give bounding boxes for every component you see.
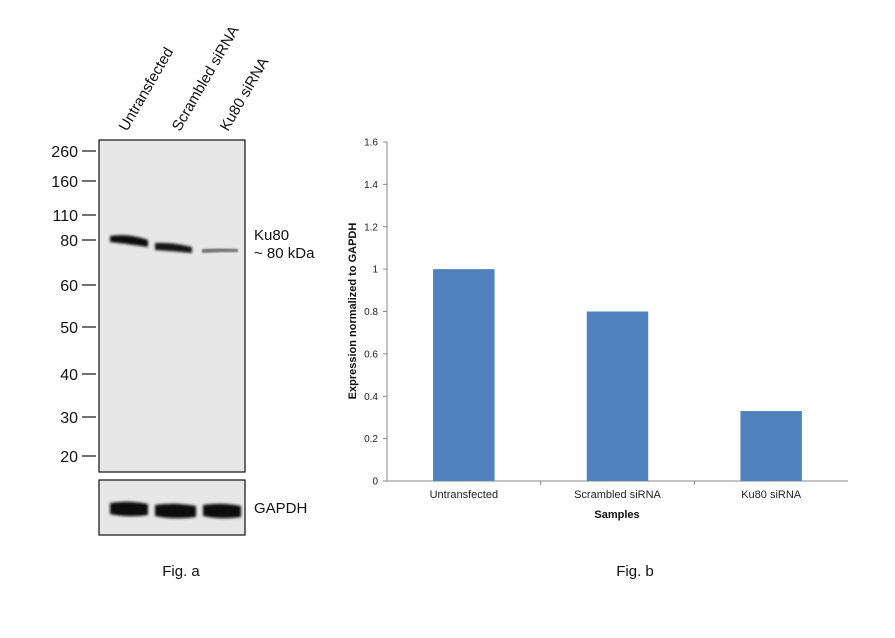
mw-marker-50: 50: [60, 320, 78, 337]
ku80-band-ku80-sirna: [202, 248, 238, 253]
ku80-band-scrambled: [155, 242, 192, 253]
x-category-label: Ku80 siRNA: [741, 489, 802, 501]
bar-scrambled-sirna: [586, 311, 649, 481]
y-tick-label: 0: [372, 477, 378, 488]
mw-marker-160: 160: [51, 174, 78, 191]
y-tick-label: 1.2: [364, 222, 378, 233]
western-blot: Untransfected Scrambled siRNA Ku80 siRNA…: [51, 23, 315, 580]
lane-label-ku80-sirna: Ku80 siRNA: [217, 55, 273, 134]
mw-marker-30: 30: [60, 410, 78, 427]
y-tick-label: 1.4: [364, 180, 378, 191]
y-axis-ticks: 0 0.2 0.4 0.6 0.8 1 1.2 1.4 1.6: [364, 138, 387, 488]
bars: [433, 269, 802, 481]
blot-panel: [98, 139, 246, 473]
fig-a-caption: Fig. a: [162, 563, 200, 580]
y-axis-title: Expression normalized to GAPDH: [347, 223, 359, 400]
y-tick-label: 0.6: [364, 349, 378, 360]
bar-ku80-sirna: [740, 411, 802, 481]
fig-b-caption: Fig. b: [616, 563, 654, 580]
x-category-label: Untransfected: [430, 489, 498, 501]
mw-marker-40: 40: [60, 367, 78, 384]
lane-label-untransfected: Untransfected: [116, 45, 177, 134]
y-tick-label: 0.2: [364, 434, 378, 445]
mw-marker-260: 260: [51, 144, 78, 161]
ku80-label: Ku80: [254, 227, 289, 244]
ku80-size-label: ~ 80 kDa: [254, 245, 315, 262]
x-category-label: Scrambled siRNA: [574, 489, 661, 501]
mw-marker-60: 60: [60, 278, 78, 295]
y-tick-label: 1.6: [364, 138, 378, 149]
y-tick-label: 1: [372, 265, 378, 276]
x-axis-categories: Untransfected Scrambled siRNA Ku80 siRNA: [430, 481, 802, 501]
ku80-band-untransfected: [110, 235, 148, 247]
mw-marker-80: 80: [60, 233, 78, 250]
mw-marker-110: 110: [52, 208, 78, 225]
y-tick-label: 0.8: [364, 307, 378, 318]
gapdh-label: GAPDH: [254, 500, 307, 517]
y-tick-label: 0.4: [364, 392, 378, 403]
x-axis-title: Samples: [594, 509, 639, 521]
gapdh-band-scrambled: [155, 503, 196, 519]
bar-untransfected: [433, 269, 495, 481]
gapdh-band-untransfected: [110, 501, 148, 517]
bar-chart: 0 0.2 0.4 0.6 0.8 1 1.2 1.4 1.6 Untransfected Scr…: [347, 138, 848, 580]
mw-marker-20: 20: [60, 449, 78, 466]
gapdh-band-ku80-sirna: [203, 503, 241, 519]
